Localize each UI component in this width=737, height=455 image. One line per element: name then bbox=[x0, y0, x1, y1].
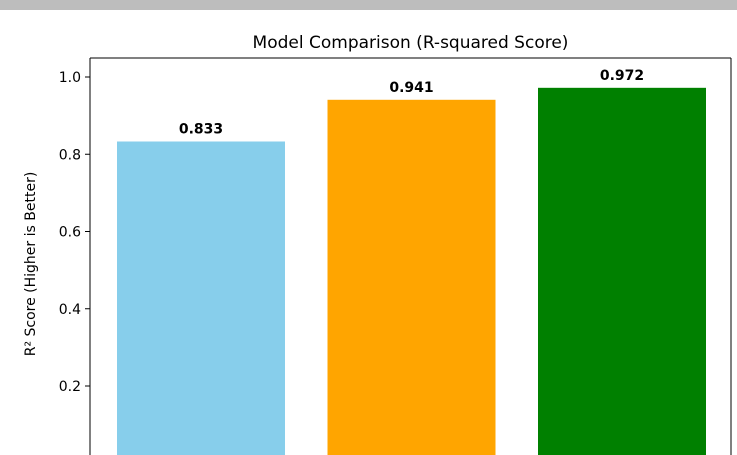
data-labels: 0.833 0.941 0.972 bbox=[179, 68, 644, 138]
bar-2 bbox=[327, 99, 496, 455]
y-axis-label: R² Score (Higher is Better) bbox=[23, 172, 39, 357]
bar-value-label-2: 0.941 bbox=[389, 80, 433, 96]
bar-1 bbox=[117, 141, 285, 455]
y-axis-ticks: 0.2 0.4 0.6 0.8 1.0 bbox=[59, 70, 90, 395]
chart-title: Model Comparison (R-squared Score) bbox=[253, 33, 569, 53]
y-tick-label: 1.0 bbox=[59, 70, 81, 86]
top-strip bbox=[0, 0, 737, 10]
y-tick-label: 0.6 bbox=[59, 225, 81, 241]
y-tick-label: 0.8 bbox=[59, 147, 81, 163]
bars bbox=[117, 87, 706, 455]
y-tick-label: 0.4 bbox=[59, 302, 81, 318]
bar-value-label-1: 0.833 bbox=[179, 122, 223, 138]
bar-value-label-3: 0.972 bbox=[600, 68, 644, 84]
y-tick-label: 0.2 bbox=[59, 379, 81, 395]
bar-3 bbox=[538, 87, 706, 455]
